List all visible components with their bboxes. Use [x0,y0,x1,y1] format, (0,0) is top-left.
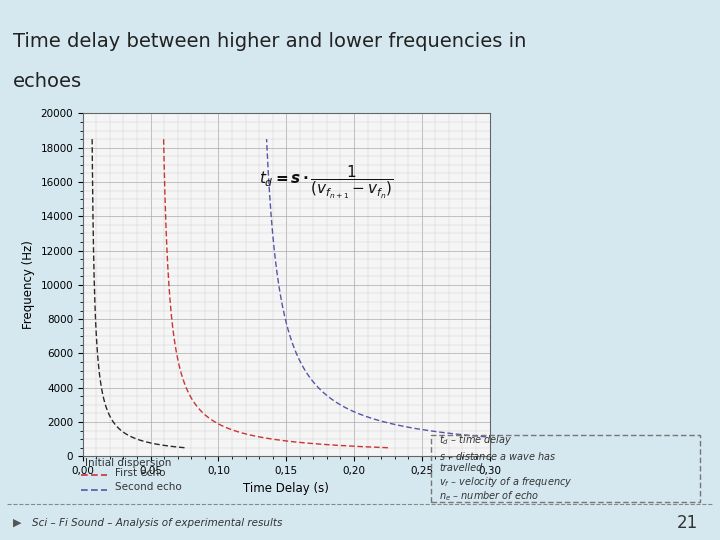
Text: Initial dispersion: Initial dispersion [86,458,172,468]
Text: Sci – Fi Sound – Analysis of experimental results: Sci – Fi Sound – Analysis of experimenta… [32,518,283,528]
Text: $v_f$ – velocity of a frequency: $v_f$ – velocity of a frequency [439,475,573,489]
Y-axis label: Frequency (Hz): Frequency (Hz) [22,240,35,329]
Text: $\boldsymbol{t_d = s \cdot \dfrac{1}{(v_{f_{n+1}} - v_{f_n})}}$: $\boldsymbol{t_d = s \cdot \dfrac{1}{(v_… [259,163,395,201]
Text: $n_e$ – number of echo: $n_e$ – number of echo [439,489,540,503]
Text: $t_d$ – time delay: $t_d$ – time delay [439,433,513,447]
Text: ▶: ▶ [13,518,22,528]
Text: 21: 21 [677,514,698,532]
Text: echoes: echoes [13,72,82,91]
Text: travelled: travelled [439,463,483,473]
Text: Time delay between higher and lower frequencies in: Time delay between higher and lower freq… [13,32,526,51]
X-axis label: Time Delay (s): Time Delay (s) [243,482,329,495]
Text: $s$ – distance a wave has: $s$ – distance a wave has [439,449,557,462]
Text: First echo: First echo [115,468,166,477]
Text: Second echo: Second echo [115,482,182,492]
